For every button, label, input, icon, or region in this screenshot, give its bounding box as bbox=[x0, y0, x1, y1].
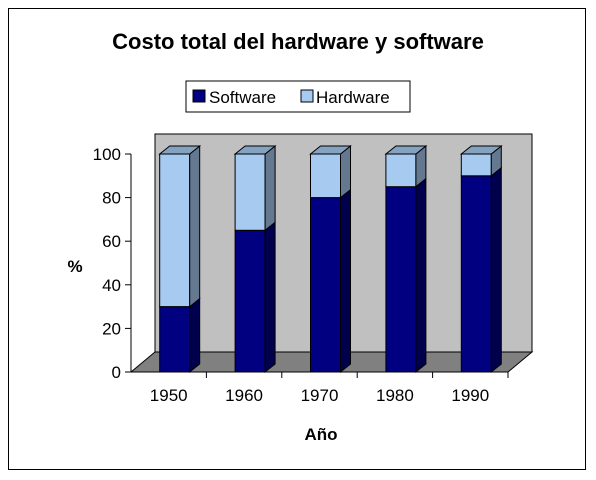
bar-hardware-top bbox=[158, 145, 202, 155]
bar-software-front bbox=[385, 186, 417, 373]
x-tick-label: 1960 bbox=[225, 386, 263, 405]
bar-hardware-side bbox=[264, 144, 276, 232]
x-tick-label: 1990 bbox=[451, 386, 489, 405]
y-tick-label: 60 bbox=[102, 232, 121, 251]
bar-software-side bbox=[189, 297, 201, 374]
bar-hardware-front bbox=[234, 153, 266, 231]
bar-software-side bbox=[415, 177, 427, 374]
bar-hardware-front bbox=[159, 153, 191, 308]
bar-hardware-side bbox=[189, 144, 201, 308]
chart-title: Costo total del hardware y software bbox=[112, 29, 484, 54]
bar-software-front bbox=[310, 197, 341, 373]
x-tick-label: 1950 bbox=[150, 386, 188, 405]
y-axis-label: % bbox=[67, 257, 82, 276]
y-tick-label: 100 bbox=[93, 145, 121, 164]
y-tick-label: 0 bbox=[112, 363, 121, 382]
bar-hardware-top bbox=[233, 145, 277, 155]
legend-label-hardware: Hardware bbox=[316, 88, 390, 107]
x-axis-label: Año bbox=[304, 425, 337, 444]
plot-area: 0 20 40 60 80 100 1950 1960 1970 1980 1990 bbox=[93, 133, 534, 405]
bar-software-front bbox=[159, 306, 191, 373]
x-tick-label: 1980 bbox=[376, 386, 414, 405]
legend: Software Hardware bbox=[185, 80, 411, 113]
y-tick-label: 40 bbox=[102, 276, 121, 295]
bar-hardware-top bbox=[459, 145, 503, 155]
legend-swatch-software bbox=[192, 89, 206, 103]
bar-software-side bbox=[340, 188, 351, 374]
bar-hardware-front bbox=[460, 153, 492, 177]
bar-hardware-top bbox=[309, 145, 352, 155]
y-tick-label: 20 bbox=[102, 319, 121, 338]
bar-hardware-top bbox=[384, 145, 428, 155]
bar-software-side bbox=[490, 166, 502, 374]
bar-software-front bbox=[234, 229, 266, 373]
bar-hardware-front bbox=[385, 153, 417, 188]
legend-swatch-hardware bbox=[300, 89, 314, 103]
y-tick-label: 80 bbox=[102, 189, 121, 208]
bar-hardware-side bbox=[340, 144, 351, 199]
legend-label-software: Software bbox=[209, 88, 276, 107]
bar-software-side bbox=[264, 221, 276, 374]
legend-box bbox=[185, 80, 411, 113]
bar-software-front bbox=[460, 175, 492, 373]
bar-hardware-front bbox=[310, 153, 341, 199]
x-tick-label: 1970 bbox=[301, 386, 339, 405]
